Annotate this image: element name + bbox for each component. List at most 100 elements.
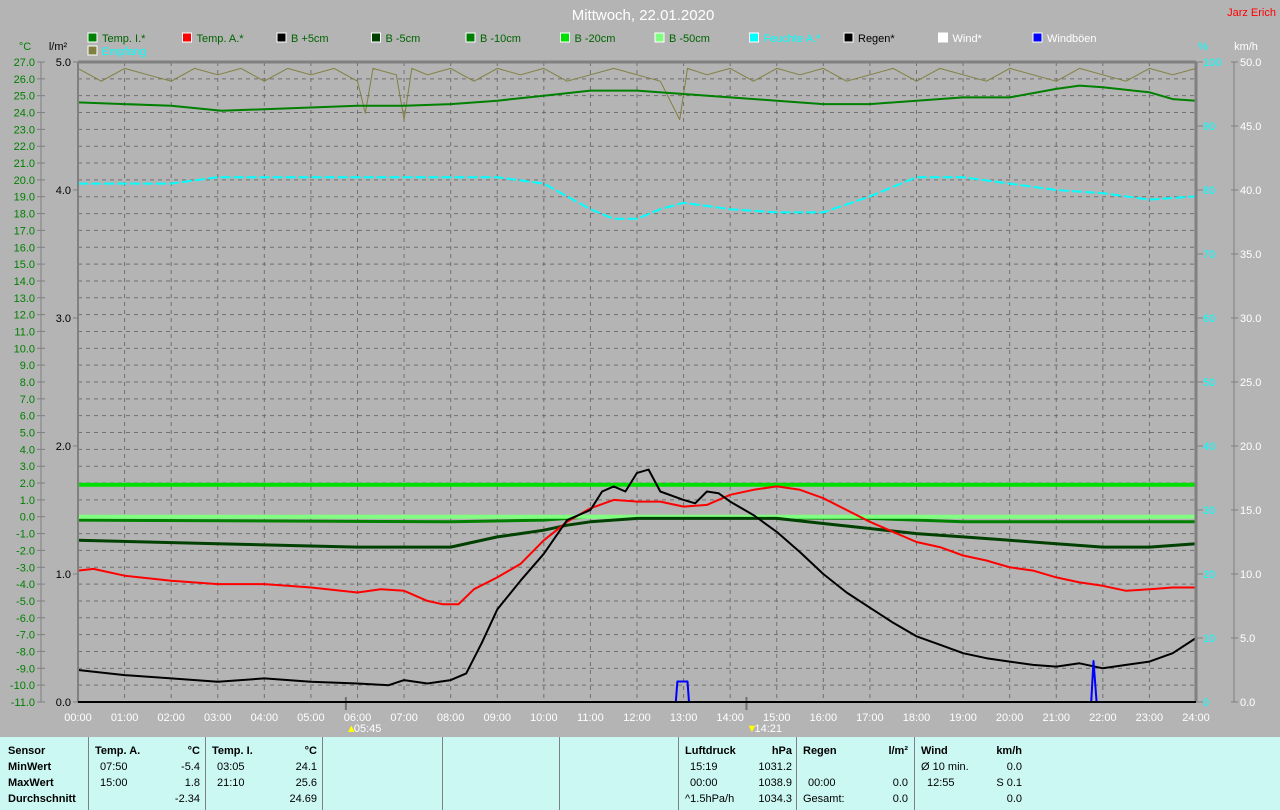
temp-tick-label: -8.0 [16,646,35,658]
temp-i-avg: 24.69 [289,793,317,805]
temp-i-max-time: 21:10 [217,777,245,789]
time-tick-label: 08:00 [437,712,465,724]
series-feuchte-a [78,176,1197,220]
wind-tick-label: 35.0 [1240,249,1261,261]
humidity-tick-label: 0 [1203,697,1209,709]
rain-axis-unit: l/m² [49,41,68,53]
legend-swatch [654,32,665,43]
temp-tick-label: 19.0 [14,192,35,204]
temp-tick-label: -5.0 [16,596,35,608]
temp-tick-label: 5.0 [20,428,35,440]
temp-tick-label: 12.0 [14,310,35,322]
legend-swatch [87,45,98,56]
legend-label: Wind* [953,33,983,45]
pressure-header: Luftdruck [685,745,736,757]
time-tick-label: 15:00 [763,712,791,724]
wind-unit: km/h [996,745,1022,757]
temp-a-max: 1.8 [184,777,200,789]
temp-tick-label: 18.0 [14,209,35,221]
humidity-axis-unit: % [1198,41,1208,53]
legend-label: Regen* [858,33,895,45]
wind-max: S 0.1 [996,777,1022,789]
rain-tick-label: 2.0 [56,441,71,453]
temp-a-header: Temp. A. [95,745,141,757]
temp-i-min-time: 03:05 [217,761,245,773]
rain-total: 0.0 [892,793,908,805]
wind-axis-unit: km/h [1234,41,1258,53]
time-tick-label: 05:00 [297,712,325,724]
temp-tick-label: 16.0 [14,242,35,254]
humidity-tick-label: 20 [1203,569,1215,581]
rain-tick-label: 4.0 [56,185,71,197]
statistics-table: Sensor MinWert MaxWert Durchschnitt Temp… [0,737,1280,810]
legend-label: Feuchte A.* [764,33,822,45]
temp-tick-label: 23.0 [14,124,35,136]
rain-tick-label: 1.0 [56,569,71,581]
time-tick-label: 07:00 [390,712,418,724]
temp-tick-label: 25.0 [14,91,35,103]
temp-tick-label: 24.0 [14,108,35,120]
temp-tick-label: 15.0 [14,259,35,271]
temp-tick-label: 7.0 [20,394,35,406]
legend-swatch [276,32,287,43]
rain-tick-label: 3.0 [56,313,71,325]
temp-a-unit: °C [187,745,200,757]
sunset-time: 14:21 [754,723,782,735]
humidity-tick-label: 100 [1203,57,1221,69]
rain-tick-label: 0.0 [56,697,71,709]
time-tick-label: 06:00 [344,712,372,724]
rain-header: Regen [803,745,837,757]
temp-tick-label: -4.0 [16,579,35,591]
legend-label: B -5cm [386,33,421,45]
legend-swatch [371,32,381,43]
humidity-tick-label: 90 [1203,121,1215,133]
temp-tick-label: -9.0 [16,663,35,675]
series-layer [77,67,1197,703]
temp-a-max-time: 15:00 [100,777,128,789]
plot-frame [77,60,1198,703]
wind-tick-label: 45.0 [1240,121,1261,133]
temp-tick-label: 26.0 [14,74,35,86]
temp-tick-label: -6.0 [16,613,35,625]
time-tick-label: 11:00 [577,712,604,724]
temp-tick-label: 3.0 [20,461,35,473]
series-temp-i [77,84,1197,112]
wind-tick-label: 0.0 [1240,697,1255,709]
rain-unit: l/m² [888,745,908,757]
legend: Temp. I.* Temp. A.* B +5cm B -5cm B -10cm B -… [87,32,1097,58]
temp-tick-label: 4.0 [20,444,35,456]
time-tick-label: 20:00 [996,712,1024,724]
time-tick-label: 21:00 [1042,712,1070,724]
row-label-avg: Durchschnitt [8,793,76,805]
time-tick-label: 16:00 [810,712,838,724]
legend-label: Empfang [102,46,146,58]
time-tick-label: 02:00 [157,712,185,724]
rain-max-time: 00:00 [808,777,836,789]
temp-i-min: 24.1 [295,761,317,773]
pressure-avg: 1034.3 [758,793,792,805]
time-tick-label: 17:00 [856,712,884,724]
humidity-tick-label: 40 [1203,441,1215,453]
sunrise-icon: ▲ [346,723,357,735]
wind-tick-label: 40.0 [1240,185,1261,197]
temp-tick-label: -7.0 [16,630,35,642]
legend-label: Temp. A.* [197,33,245,45]
legend-label: B -10cm [480,33,521,45]
rain-max: 0.0 [892,777,908,789]
sunset-icon: ▼ [746,723,757,735]
temp-axis-unit: °C [19,41,31,53]
wind-tick-label: 30.0 [1240,313,1261,325]
wind-tick-label: 50.0 [1240,57,1261,69]
time-tick-label: 19:00 [949,712,977,724]
temp-a-avg: -2.34 [174,793,200,805]
time-tick-label: 14:00 [716,712,744,724]
time-tick-label: 10:00 [530,712,558,724]
legend-swatch [87,32,98,43]
temp-tick-label: 0.0 [20,512,35,524]
humidity-tick-label: 70 [1203,249,1215,261]
time-tick-label: 12:00 [623,712,651,724]
temp-tick-label: 9.0 [20,360,35,372]
legend-swatch [938,32,948,43]
wind-tick-label: 10.0 [1240,569,1261,581]
legend-swatch [465,32,476,43]
